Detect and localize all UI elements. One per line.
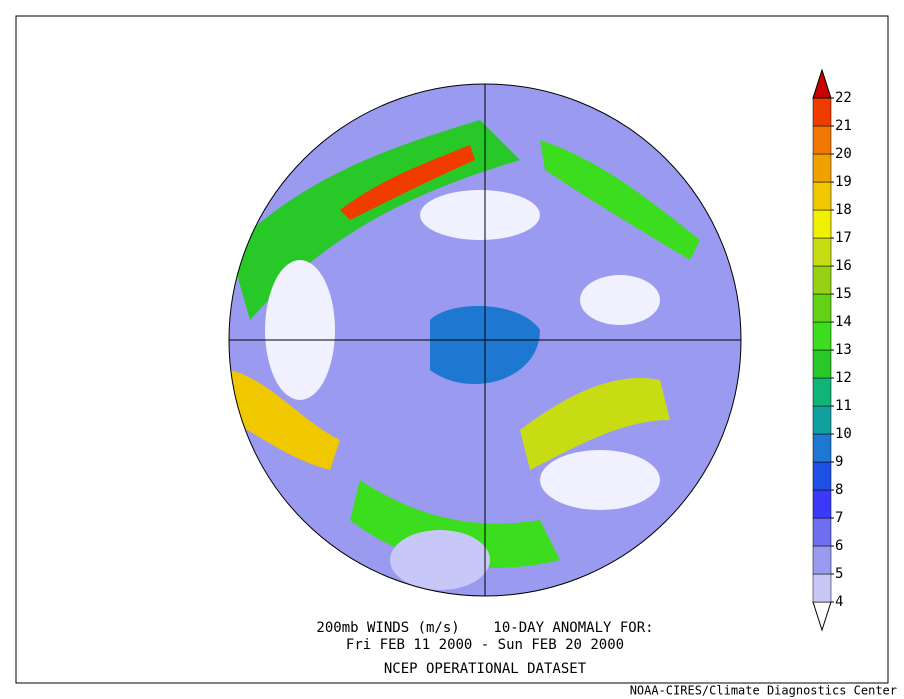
colorbar-segment <box>812 181 832 211</box>
colorbar-segment <box>812 321 832 351</box>
map-title: 200mb WINDS (m/s) 10-DAY ANOMALY FOR: <box>316 620 653 636</box>
colorbar-triangle <box>812 68 832 99</box>
colorbar-label: 21 <box>835 118 852 134</box>
colorbar-label: 5 <box>835 566 843 582</box>
colorbar-label: 4 <box>835 594 843 610</box>
colorbar-label: 8 <box>835 482 843 498</box>
dataset: NCEP OPERATIONAL DATASET <box>384 661 587 677</box>
colorbar-segment <box>812 209 832 239</box>
date-range: Fri FEB 11 2000 - Sun FEB 20 2000 <box>346 637 624 653</box>
colorbar-label: 6 <box>835 538 843 554</box>
colorbar-label: 17 <box>835 230 852 246</box>
colorbar-segment <box>812 125 832 155</box>
colorbar-segment <box>812 433 832 463</box>
colorbar-segment <box>812 349 832 379</box>
colorbar-label: 20 <box>835 146 852 162</box>
colorbar-label: 10 <box>835 426 852 442</box>
colorbar-label: 15 <box>835 286 852 302</box>
colorbar-label: 9 <box>835 454 843 470</box>
colorbar-segment <box>812 293 832 323</box>
colorbar-label: 11 <box>835 398 852 414</box>
colorbar-label: 13 <box>835 342 852 358</box>
colorbar-label: 12 <box>835 370 852 386</box>
colorbar-label: 18 <box>835 202 852 218</box>
colorbar-segment <box>812 489 832 519</box>
colorbar-segment <box>812 153 832 183</box>
colorbar-label: 14 <box>835 314 852 330</box>
colorbar-segment <box>812 237 832 267</box>
credit: NOAA-CIRES/Climate Diagnostics Center <box>630 684 897 698</box>
colorbar-segment <box>812 573 832 603</box>
colorbar-segment <box>812 377 832 407</box>
colorbar-label: 19 <box>835 174 852 190</box>
colorbar-segment <box>812 545 832 575</box>
colorbar-segment <box>812 517 832 547</box>
colorbar-segment <box>812 405 832 435</box>
colorbar-label: 16 <box>835 258 852 274</box>
colorbar-segment <box>812 461 832 491</box>
colorbar-label: 22 <box>835 90 852 106</box>
colorbar-label: 7 <box>835 510 843 526</box>
colorbar: 4 5 6 7 8 9 10 11 12 13 14 15 16 17 18 19 20 21 22 <box>812 68 852 632</box>
colorbar-segment <box>812 265 832 295</box>
colorbar-segment <box>812 97 832 127</box>
